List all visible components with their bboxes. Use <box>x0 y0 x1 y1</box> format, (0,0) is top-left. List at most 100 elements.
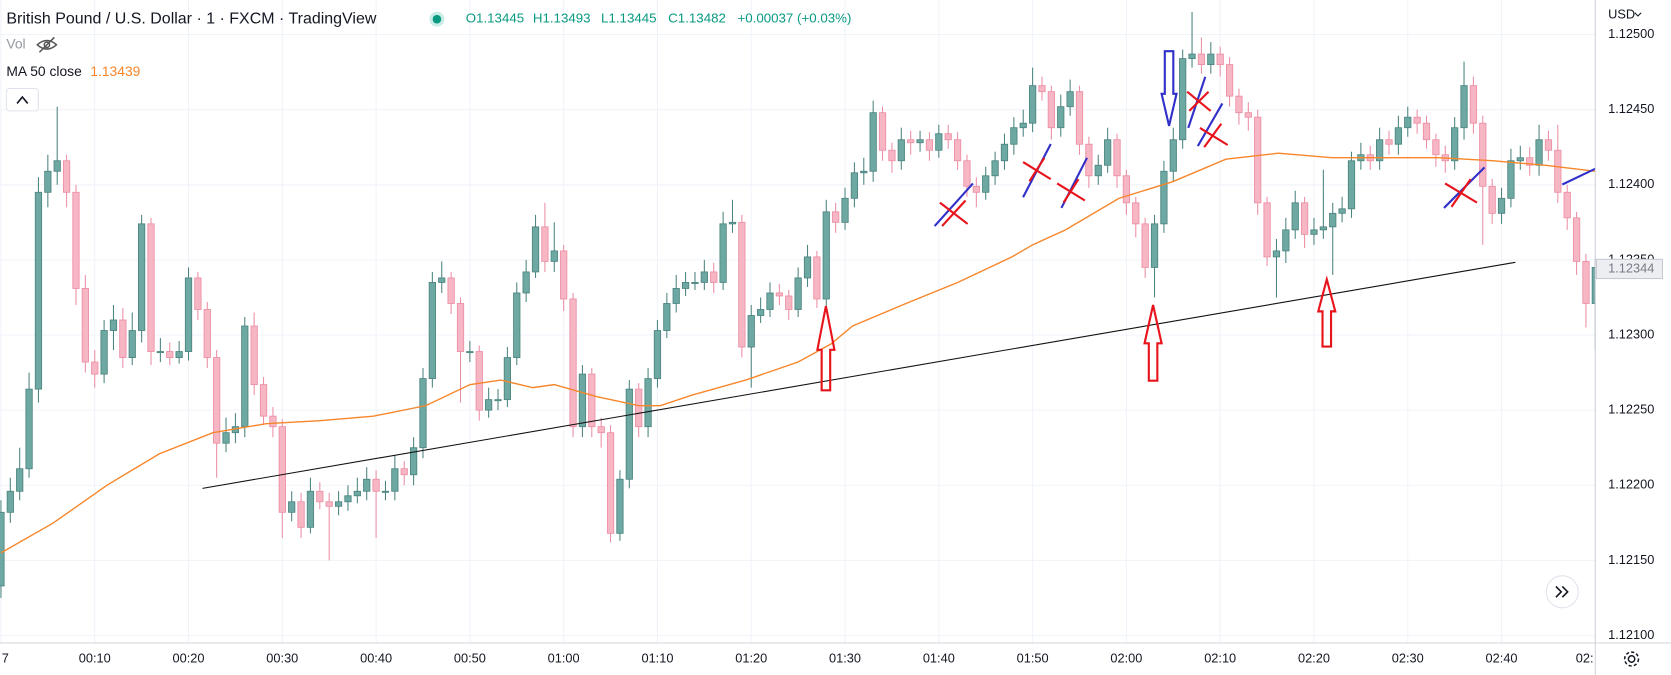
last-price-box <box>1595 258 1664 280</box>
candle-body <box>0 511 5 587</box>
candle-body <box>466 351 474 354</box>
drawings <box>202 50 1596 489</box>
candle-body <box>297 501 305 528</box>
up-arrow <box>1316 275 1337 348</box>
candle-body <box>353 490 361 497</box>
candle-body <box>278 426 286 513</box>
candle-body <box>344 495 352 503</box>
candle-body <box>1535 139 1543 166</box>
collapse-button[interactable] <box>5 87 39 112</box>
candle-body <box>1094 164 1102 177</box>
candle-body <box>428 282 436 380</box>
candle-body <box>419 378 427 449</box>
x-tick-label: 02:30 <box>1392 650 1424 665</box>
candle-body <box>860 170 868 174</box>
candle-body <box>606 432 615 534</box>
candle-body <box>972 185 980 193</box>
candle-body <box>1582 260 1590 304</box>
candle-body <box>681 282 690 289</box>
last-price-label: 1.12344 <box>1608 260 1654 275</box>
candle-body <box>747 315 755 348</box>
candle-body <box>1413 116 1421 124</box>
candle-body <box>1038 85 1046 93</box>
market-status-dot <box>432 14 442 24</box>
candle-body <box>878 112 887 151</box>
candle-body <box>316 490 324 503</box>
candle-body <box>447 277 455 304</box>
candle-body <box>1122 175 1131 204</box>
candle-body <box>569 298 577 428</box>
candle-body <box>1338 208 1346 214</box>
candle-body <box>897 139 905 162</box>
candle-body <box>288 501 296 513</box>
candle-body <box>1000 143 1009 162</box>
x-tick-label: 00:50 <box>454 650 486 665</box>
candle-body <box>653 330 662 380</box>
x-tick-label: 00:40 <box>360 650 392 665</box>
candle-body <box>1451 127 1459 162</box>
candle-body <box>1319 226 1327 231</box>
candle-body <box>1160 170 1168 225</box>
candle-body <box>1310 229 1318 235</box>
settings-gear[interactable] <box>1623 651 1640 667</box>
candle-body <box>1282 229 1290 252</box>
candle-body <box>1432 139 1440 156</box>
collapse-icon <box>16 95 29 104</box>
candle-body <box>1460 85 1468 129</box>
candle-body <box>485 399 493 411</box>
candle-body <box>550 250 558 262</box>
candle-body <box>991 160 999 177</box>
candle-body <box>907 139 915 144</box>
candle-body <box>1028 85 1037 124</box>
candle-body <box>738 221 746 348</box>
currency[interactable]: USD <box>1608 6 1635 21</box>
candle-body <box>109 319 118 331</box>
candle-body <box>269 415 277 428</box>
candle-body <box>1329 212 1337 228</box>
candle-body <box>1010 127 1018 145</box>
x-tick-label: 01:00 <box>548 650 580 665</box>
candle-body <box>62 160 71 193</box>
candle-body <box>1254 116 1262 204</box>
x-tick-label: 01:20 <box>735 650 767 665</box>
candle-body <box>1488 185 1496 214</box>
ma-value: 1.13439 <box>90 63 140 79</box>
x-tick-label: 02:10 <box>1204 650 1236 665</box>
candle-body <box>832 211 840 223</box>
candle-body <box>1544 139 1553 151</box>
candle-body <box>1563 191 1571 219</box>
candle-body <box>953 139 962 162</box>
x-tick-label: 00:30 <box>266 650 298 665</box>
symbol-title: British Pound / U.S. Dollar · 1 · FXCM ·… <box>6 10 376 27</box>
candle-body <box>1507 160 1515 199</box>
candle-body <box>1225 64 1234 97</box>
candle-body <box>1104 139 1112 166</box>
ohlc-values: O1.13445 H1.13493 L1.13445 C1.13482 +0.0… <box>466 11 852 26</box>
candle-body <box>1300 202 1309 235</box>
candle-body <box>710 271 718 283</box>
candle-body <box>963 160 971 187</box>
candle-body <box>456 303 465 352</box>
candle-body <box>719 223 727 283</box>
candle-body <box>1066 91 1074 108</box>
candle-body <box>1497 197 1506 214</box>
candle-body <box>1347 160 1356 210</box>
x-tick-label: 7 <box>2 650 9 665</box>
x-tick-label: 01:30 <box>829 650 861 665</box>
candle-body <box>1263 202 1271 258</box>
candle-body <box>1150 223 1159 268</box>
candle-body <box>869 112 877 172</box>
candle-body <box>616 478 624 534</box>
candle-body <box>803 256 812 279</box>
candle-body <box>1188 53 1196 60</box>
candle-body <box>1422 122 1431 141</box>
candle-body <box>372 478 380 492</box>
candle-body <box>1169 139 1177 172</box>
candle-body <box>1197 53 1206 66</box>
ohlc-high: H1.13493 <box>533 11 591 26</box>
y-tick-label: 1.12100 <box>1608 627 1654 642</box>
candle-body <box>381 490 390 493</box>
candle-body <box>531 226 540 273</box>
hide-volume-icon[interactable] <box>36 36 58 53</box>
candle-body <box>1394 127 1402 145</box>
